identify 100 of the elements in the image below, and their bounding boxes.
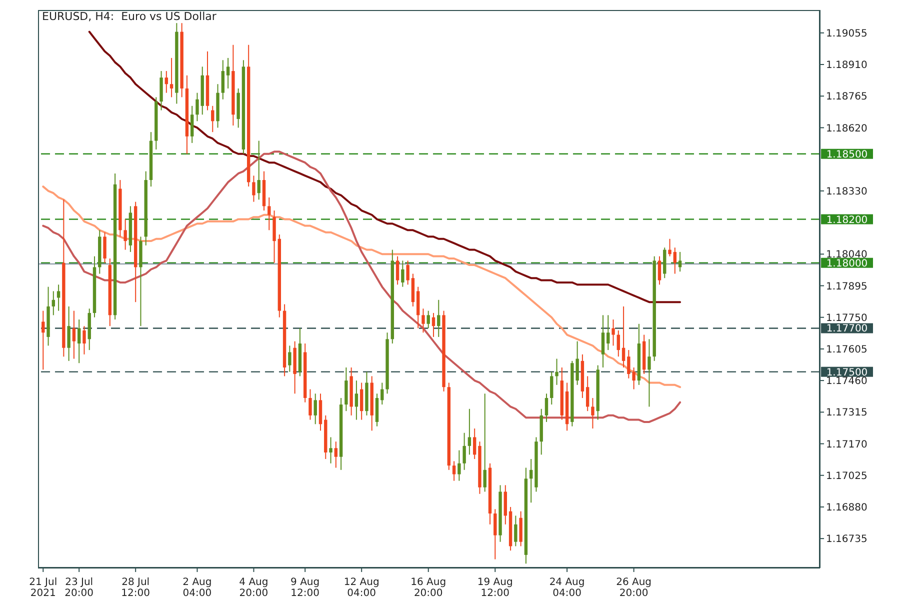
x-tick-label: 2 Aug 04:00 [182,577,212,599]
candlestick [591,397,594,429]
y-tick-label: 1.19055 [826,28,868,40]
candlestick [529,458,533,504]
candlestick [606,314,610,351]
candlestick [52,290,56,316]
y-tick-label: 1.17460 [826,376,868,388]
y-tick-label: 1.17895 [826,281,868,292]
candlestick [42,310,45,370]
x-tick-label: 19 Aug 12:00 [477,577,513,599]
candlestick [360,382,364,420]
candlestick [555,358,558,386]
y-tick-label: 1.18765 [826,92,868,103]
candlestick [658,256,662,286]
x-tick-label: 12 Aug 04:00 [344,577,380,599]
candlestick [612,319,615,346]
y-tick-label: 1.17605 [826,344,868,356]
candlestick [196,92,199,122]
candlestick [616,330,620,358]
x-tick-label: 21 Jul 2021 [29,577,58,599]
candlestick [458,450,461,482]
candlestick [544,393,548,422]
y-tick-label: 1.17170 [826,439,868,450]
line-series [42,150,682,423]
candlestick [514,515,518,547]
candlestick [550,371,554,406]
candlestick [257,140,260,200]
line-series [88,30,682,304]
candlestick [622,306,626,368]
x-tick-label: 4 Aug 20:00 [239,577,268,599]
chart-title: EURUSD, H4: Euro vs US Dollar [42,10,216,23]
x-tick-label: 23 Jul 20:00 [64,577,94,599]
candlestick [226,57,230,89]
candlestick [268,196,271,231]
candlestick [678,251,682,272]
candlestick [314,393,317,425]
candlestick [77,319,81,364]
candlestick [211,105,214,133]
y-tick-label: 1.18330 [826,186,868,198]
candlestick [586,376,590,412]
candlestick [103,232,106,264]
candlestick [411,273,415,307]
candlestick [344,366,348,412]
candlestick [416,286,420,329]
candlestick [519,510,522,547]
candlestick [160,70,163,111]
candlestick [82,326,86,355]
candlestick [462,432,466,470]
candlestick [164,70,168,94]
candlestick [308,388,312,420]
ref-line-label: 1.18000 [826,258,868,270]
candlestick [673,247,676,274]
candlestick [452,460,456,482]
candlestick [406,260,410,286]
candlestick [494,508,497,560]
candlestick [221,60,225,100]
candlestick [648,338,651,408]
ref-line-label: 1.17700 [826,324,868,335]
candlestick [380,382,384,406]
y-tick-label: 1.17315 [826,408,868,419]
candlestick [483,393,486,492]
candlestick [124,218,127,250]
candlestick [472,428,476,460]
candlestick [272,210,276,264]
candlestick [504,484,507,525]
candlestick [329,436,332,464]
y-tick-label: 1.17750 [826,312,868,324]
x-tick-label: 24 Aug 04:00 [549,577,585,599]
candlestick [422,308,425,334]
ref-line-label: 1.18200 [826,214,868,226]
candlestick [437,299,440,338]
ref-line-label: 1.18500 [826,149,868,160]
candlestick [432,312,436,338]
candlestick [601,314,605,368]
x-tick-label: 28 Jul 12:00 [121,577,150,599]
candlestick [668,238,672,257]
candlestick [56,284,60,312]
candlestick [190,105,194,144]
y-tick-label: 1.17025 [826,470,868,482]
candlestick [468,408,472,456]
y-tick-label: 1.16880 [826,502,868,514]
candlestick [426,310,430,329]
y-tick-label: 1.18910 [826,60,868,72]
candlestick [663,247,666,279]
line-series [42,186,682,388]
x-tick-label: 9 Aug 12:00 [290,577,320,599]
candlestick [288,345,292,372]
candlestick [318,393,322,432]
y-tick-label: 1.18620 [826,123,868,134]
candlestick [72,310,76,360]
candlestick [375,393,379,427]
candlestick [354,380,358,420]
candlestick [252,175,256,202]
candlestick [334,441,338,468]
candlestick [67,306,70,362]
candlestick [401,260,404,288]
y-tick-label: 1.16735 [826,534,868,546]
x-tick-label: 26 Aug 20:00 [616,577,652,599]
candlestick [170,57,174,98]
candlestick [396,256,400,286]
